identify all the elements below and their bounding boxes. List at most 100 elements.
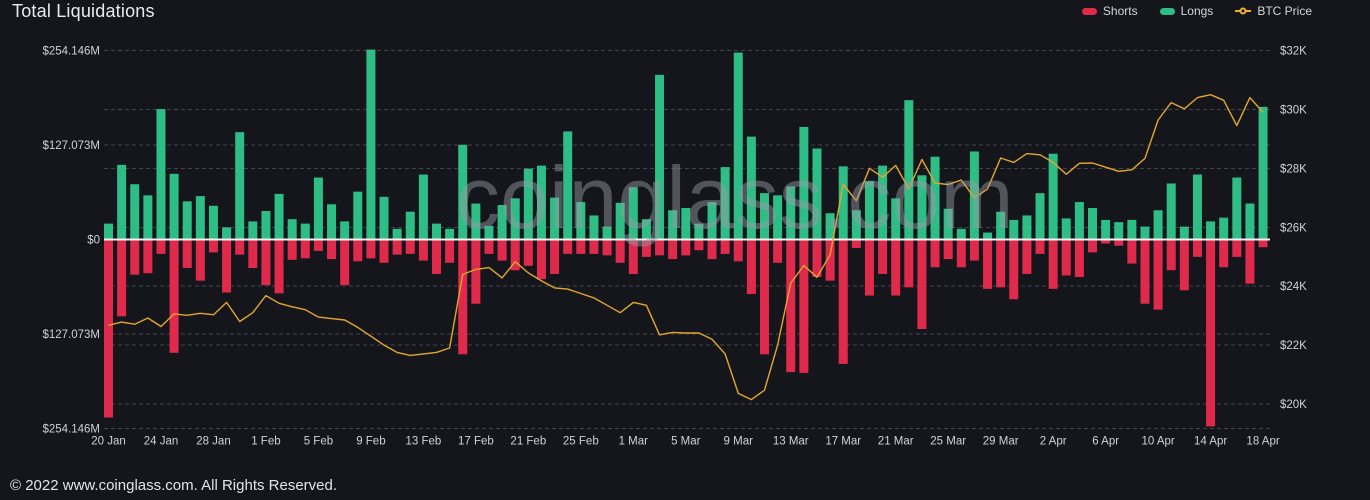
long-bar[interactable]	[760, 193, 769, 239]
long-bar[interactable]	[864, 181, 874, 239]
long-bar[interactable]	[432, 223, 441, 239]
short-bar[interactable]	[156, 240, 166, 254]
legend-item-btc-price[interactable]: BTC Price	[1235, 4, 1312, 18]
short-bar[interactable]	[523, 240, 533, 266]
short-bar[interactable]	[497, 240, 507, 261]
short-bar[interactable]	[1166, 240, 1176, 271]
short-bar[interactable]	[943, 240, 953, 260]
short-bar[interactable]	[432, 240, 441, 274]
long-bar[interactable]	[471, 203, 481, 239]
short-bar[interactable]	[668, 240, 678, 260]
short-bar[interactable]	[143, 240, 153, 274]
short-bar[interactable]	[104, 240, 113, 418]
long-bar[interactable]	[550, 197, 560, 239]
long-bar[interactable]	[458, 144, 468, 239]
long-bar[interactable]	[786, 186, 796, 239]
long-bar[interactable]	[838, 166, 848, 239]
long-bar[interactable]	[497, 205, 507, 239]
short-bar[interactable]	[392, 240, 402, 255]
long-bar[interactable]	[445, 228, 455, 239]
long-bar[interactable]	[812, 148, 822, 239]
short-bar[interactable]	[825, 240, 835, 281]
short-bar[interactable]	[891, 240, 901, 296]
long-bar[interactable]	[392, 228, 402, 239]
long-bar[interactable]	[300, 223, 310, 239]
long-bar[interactable]	[773, 195, 783, 239]
short-bar[interactable]	[969, 240, 979, 261]
short-bar[interactable]	[1048, 240, 1058, 289]
long-bar[interactable]	[1140, 226, 1150, 239]
short-bar[interactable]	[117, 240, 127, 317]
legend-item-shorts[interactable]: Shorts	[1081, 4, 1138, 18]
short-bar[interactable]	[878, 240, 888, 274]
long-bar[interactable]	[943, 208, 953, 239]
long-bar[interactable]	[1127, 219, 1137, 239]
long-bar[interactable]	[1061, 218, 1071, 239]
short-bar[interactable]	[838, 240, 848, 364]
long-bar[interactable]	[799, 126, 809, 239]
long-bar[interactable]	[117, 164, 127, 239]
short-bar[interactable]	[615, 240, 625, 263]
long-bar[interactable]	[668, 210, 678, 239]
short-bar[interactable]	[589, 240, 599, 254]
short-bar[interactable]	[536, 240, 546, 280]
short-bar[interactable]	[182, 240, 192, 269]
long-bar[interactable]	[1232, 177, 1242, 239]
long-bar[interactable]	[1192, 174, 1202, 239]
short-bar[interactable]	[930, 240, 940, 268]
long-bar[interactable]	[733, 52, 743, 239]
short-bar[interactable]	[681, 240, 691, 256]
long-bar[interactable]	[628, 187, 638, 239]
btc-price-line[interactable]	[108, 93, 1264, 401]
long-bar[interactable]	[156, 109, 166, 239]
short-bar[interactable]	[510, 240, 520, 271]
short-bar[interactable]	[851, 240, 861, 248]
short-bar[interactable]	[1179, 240, 1189, 291]
short-bar[interactable]	[287, 240, 297, 260]
short-bar[interactable]	[996, 240, 1006, 288]
short-bar[interactable]	[1258, 240, 1268, 248]
short-bar[interactable]	[733, 240, 743, 262]
long-bar[interactable]	[235, 132, 245, 239]
short-bar[interactable]	[327, 240, 337, 260]
long-bar[interactable]	[1101, 219, 1111, 239]
long-bar[interactable]	[1245, 203, 1255, 239]
long-bar[interactable]	[208, 205, 218, 239]
long-bar[interactable]	[1258, 106, 1268, 239]
long-bar[interactable]	[169, 173, 179, 239]
short-bar[interactable]	[641, 240, 651, 257]
short-bar[interactable]	[655, 240, 665, 256]
long-bar[interactable]	[694, 223, 704, 239]
long-bar[interactable]	[104, 223, 113, 239]
long-bar[interactable]	[576, 202, 586, 239]
short-bar[interactable]	[130, 240, 140, 275]
long-bar[interactable]	[366, 49, 376, 239]
short-bar[interactable]	[1192, 240, 1202, 257]
long-bar[interactable]	[1219, 217, 1229, 239]
long-bar[interactable]	[969, 151, 979, 239]
short-bar[interactable]	[1245, 240, 1255, 284]
short-bar[interactable]	[169, 240, 179, 353]
long-bar[interactable]	[1022, 215, 1032, 239]
long-bar[interactable]	[655, 74, 665, 239]
short-bar[interactable]	[379, 240, 389, 263]
long-bar[interactable]	[851, 210, 861, 239]
long-bar[interactable]	[904, 100, 914, 239]
short-bar[interactable]	[484, 240, 494, 254]
long-bar[interactable]	[379, 196, 389, 239]
short-bar[interactable]	[1140, 240, 1150, 304]
long-bar[interactable]	[130, 184, 140, 239]
short-bar[interactable]	[1035, 240, 1045, 254]
long-bar[interactable]	[327, 204, 337, 239]
short-bar[interactable]	[1061, 240, 1071, 276]
long-bar[interactable]	[274, 193, 284, 239]
long-bar[interactable]	[1206, 221, 1216, 239]
short-bar[interactable]	[1219, 240, 1229, 268]
long-bar[interactable]	[1074, 202, 1084, 239]
short-bar[interactable]	[694, 240, 704, 251]
short-bar[interactable]	[471, 240, 481, 304]
short-bar[interactable]	[1074, 240, 1084, 277]
short-bar[interactable]	[786, 240, 796, 373]
short-bar[interactable]	[563, 240, 573, 254]
long-bar[interactable]	[405, 211, 415, 239]
